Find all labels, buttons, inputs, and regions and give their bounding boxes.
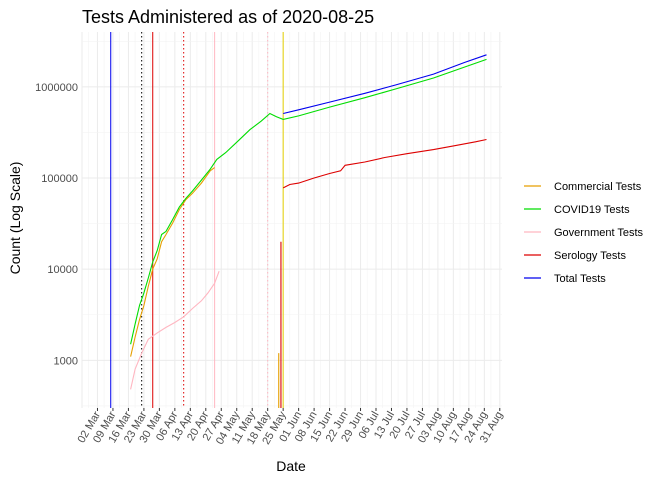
- grid: [81, 32, 502, 408]
- series-line: [130, 271, 220, 390]
- y-tick-label: 10000: [47, 264, 78, 276]
- legend-label: Total Tests: [554, 273, 606, 285]
- series-line: [282, 138, 487, 189]
- reference-lines: [110, 32, 284, 408]
- legend-label: Commercial Tests: [554, 181, 642, 193]
- series-line: [283, 54, 487, 115]
- y-axis: 1000 10000 100000 1000000: [35, 82, 78, 367]
- legend-label: Serology Tests: [554, 250, 626, 262]
- legend: Commercial Tests COVID19 Tests Government …: [524, 181, 644, 285]
- y-axis-title: Count (Log Scale): [7, 162, 23, 275]
- chart-title: Tests Administered as of 2020-08-25: [82, 7, 374, 27]
- y-tick-label: 1000000: [35, 82, 78, 94]
- series-line: [130, 167, 215, 357]
- y-tick-label: 1000: [54, 355, 78, 367]
- series-line: [130, 58, 487, 345]
- y-tick-label: 100000: [41, 173, 78, 185]
- series-lines: [130, 54, 487, 408]
- legend-label: COVID19 Tests: [554, 204, 630, 216]
- x-axis-title: Date: [276, 458, 306, 474]
- legend-label: Government Tests: [554, 227, 644, 239]
